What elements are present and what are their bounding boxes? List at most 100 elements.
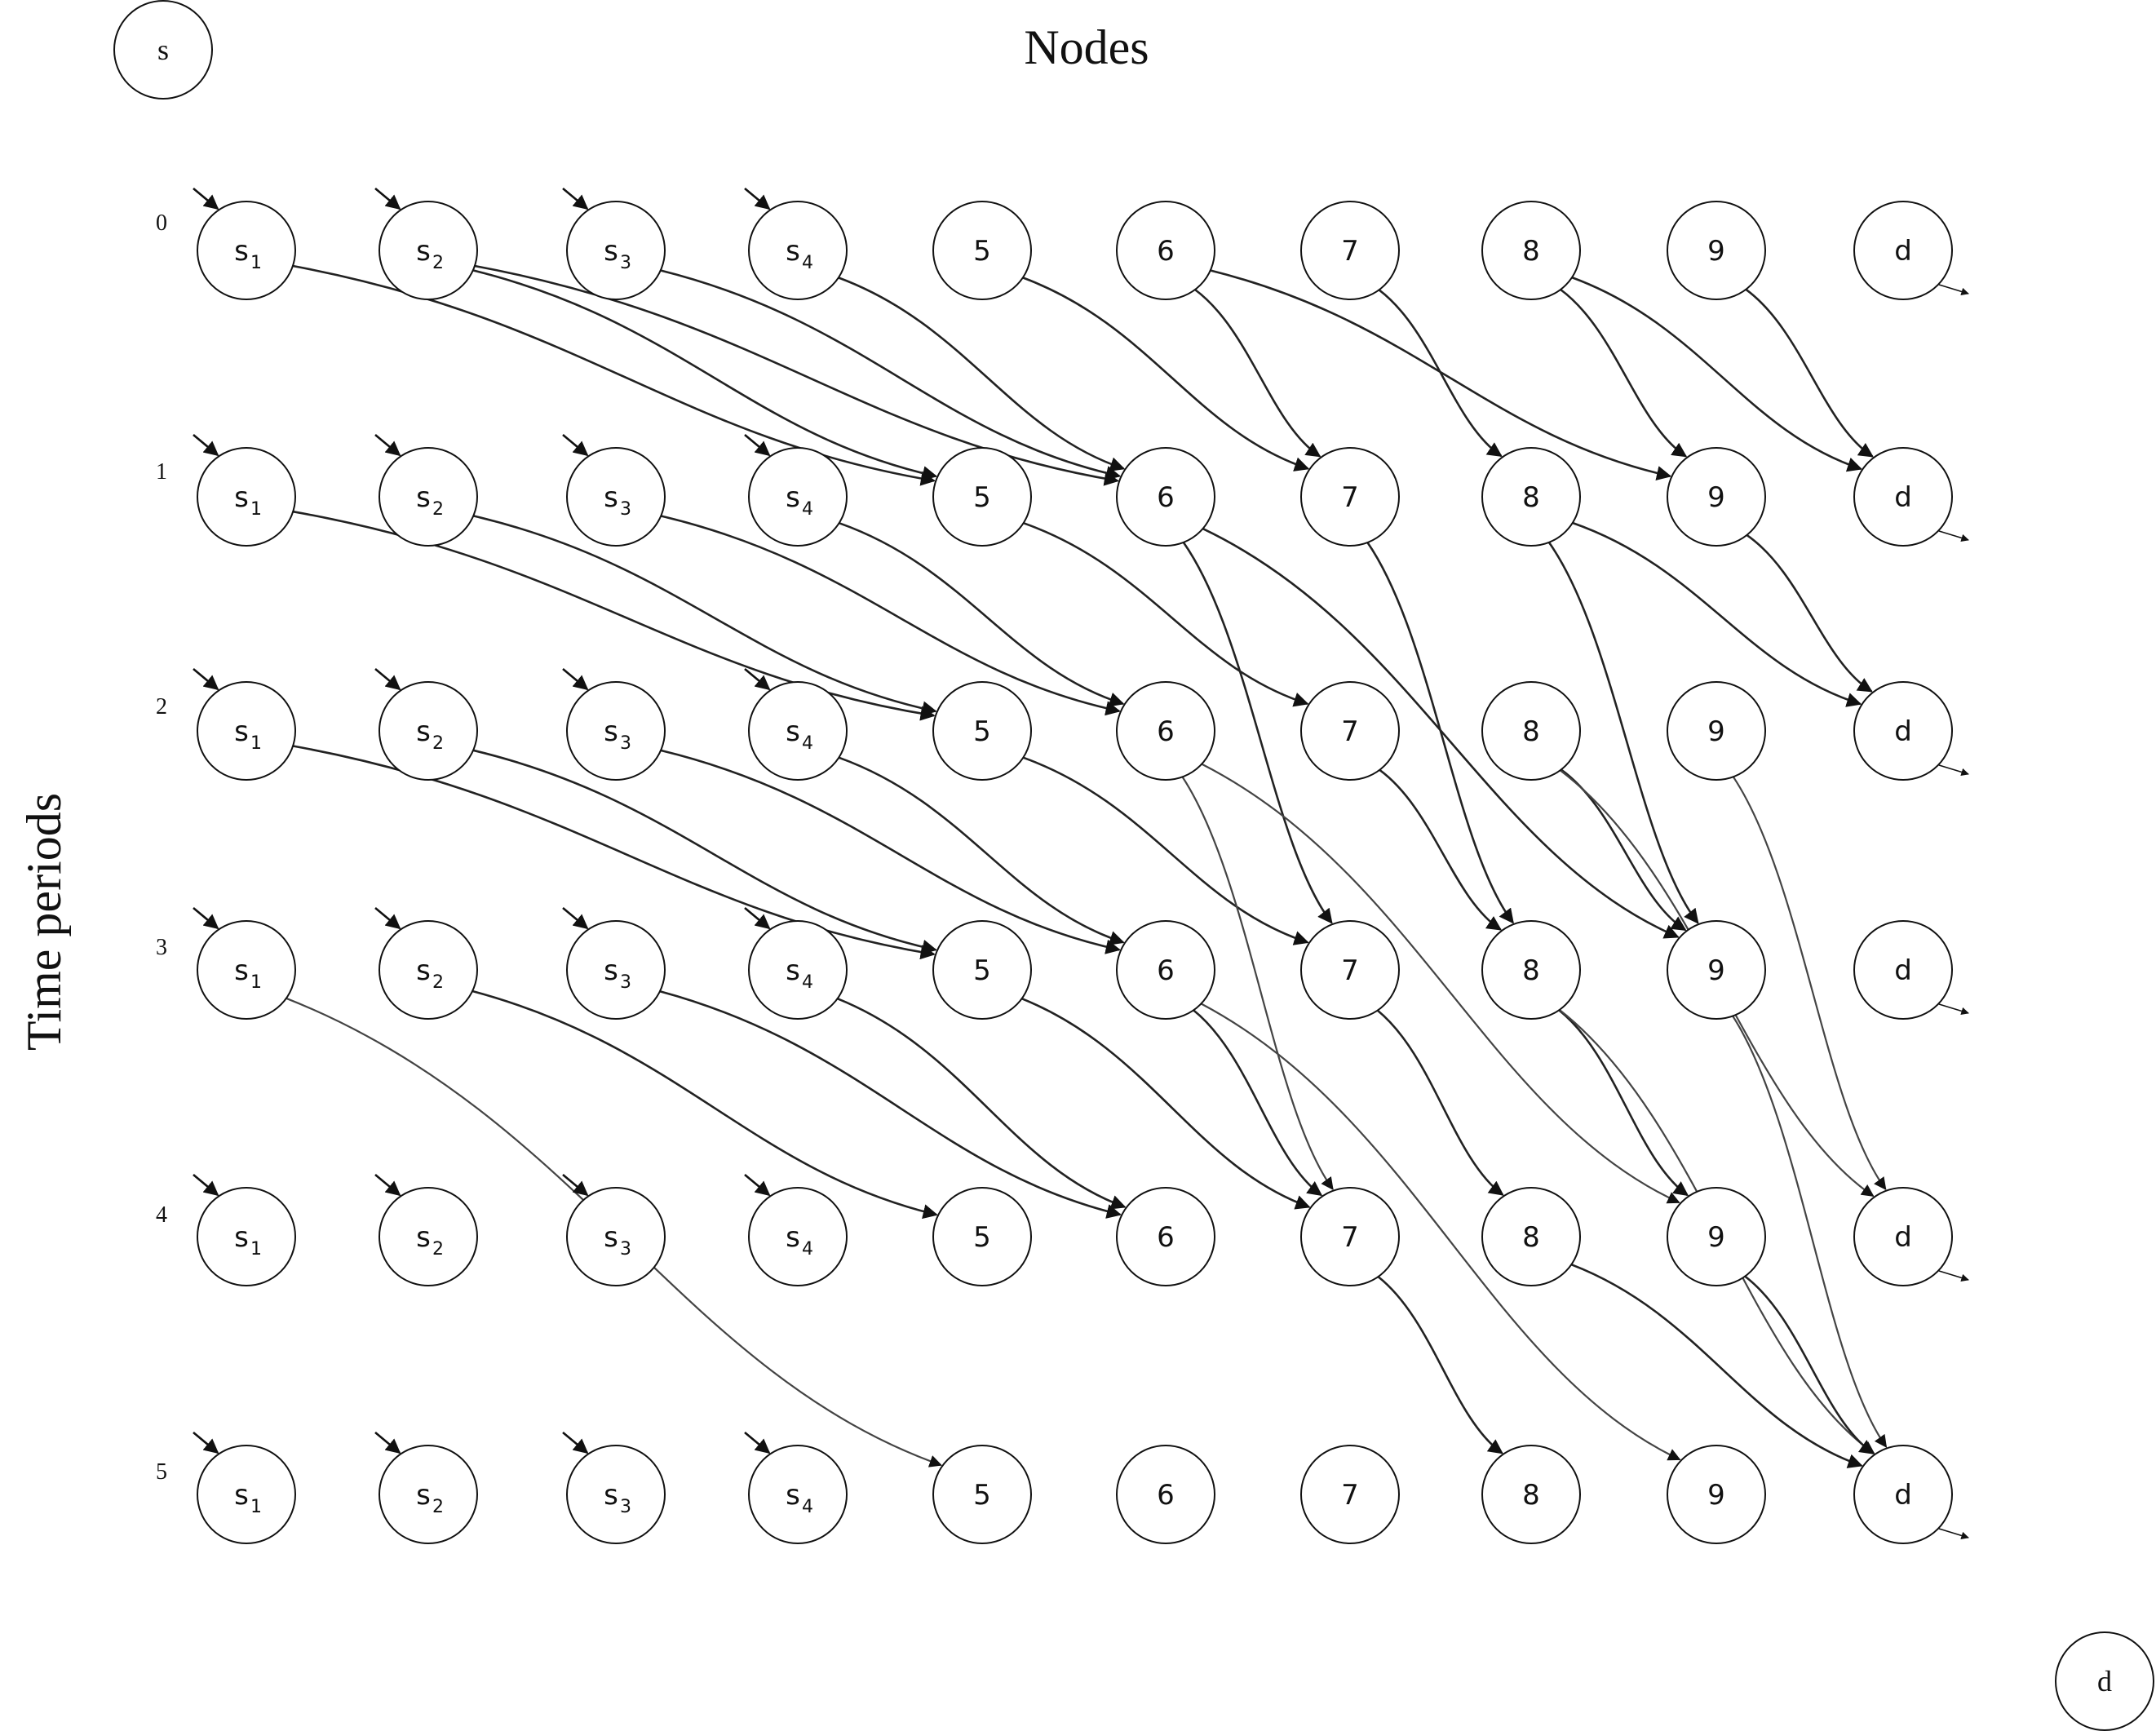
edge-6-t0-to-9-t1: [1210, 269, 1672, 480]
inflow-stub-s4-t5: [744, 1432, 771, 1454]
edge-8-t4-to-d-t5: [1570, 1263, 1863, 1468]
node-label: s: [234, 715, 249, 748]
node-label: s: [234, 1479, 249, 1512]
outflow-stub-d-t0: [1938, 284, 1969, 296]
node-label-subscript: 4: [802, 253, 813, 273]
node-9-t1: 9: [1667, 447, 1766, 547]
node-label: s: [604, 715, 618, 748]
node-label: 7: [1341, 1479, 1359, 1512]
node-label: d: [1894, 235, 1912, 268]
node-label: s: [786, 481, 800, 514]
node-label: d: [1894, 481, 1912, 514]
node-label-subscript: 3: [620, 253, 631, 273]
inflow-stub-s2-t0: [374, 188, 401, 210]
node-label: 5: [973, 1479, 991, 1512]
node-label-subscript: 4: [802, 1239, 813, 1260]
inflow-stub-s1-t0: [193, 188, 219, 210]
edge-s3-t1-to-6-t2: [660, 515, 1121, 716]
edge-5-t1-to-7-t2: [1023, 521, 1309, 707]
node-label: 8: [1522, 954, 1540, 987]
node-label: 7: [1341, 954, 1359, 987]
edge-5-t0-to-7-t1: [1022, 277, 1310, 471]
edge-s2-t0-to-6-t1: [474, 264, 1119, 486]
node-label: s: [416, 1221, 431, 1254]
inflow-stub-s1-t1: [193, 434, 219, 457]
inflow-stub-s2-t2: [374, 668, 401, 691]
inflow-stub-s4-t0: [744, 188, 771, 210]
edge-8-t2-to-9-t3: [1560, 768, 1687, 932]
node-label: 7: [1341, 481, 1359, 514]
node-label-subscript: 3: [620, 1239, 631, 1260]
edge-8-t0-to-d-t1: [1571, 276, 1863, 472]
node-label: 9: [1707, 954, 1725, 987]
edge-8-t0-to-9-t1: [1560, 288, 1688, 458]
edge-6-t1-to-9-t3: [1202, 527, 1680, 939]
outflow-stub-d-t3: [1938, 1003, 1969, 1016]
node-5-t3: 5: [932, 920, 1032, 1020]
node-9-t0: 9: [1667, 201, 1766, 300]
edge-8-t1-to-d-t2: [1572, 521, 1862, 707]
edge-s3-t3-to-6-t4: [659, 989, 1122, 1219]
node-label: s: [604, 235, 618, 268]
node-9-t4: 9: [1667, 1187, 1766, 1286]
inflow-stub-s4-t2: [744, 668, 771, 691]
node-label: 8: [1522, 715, 1540, 748]
edges-layer: [286, 264, 1888, 1468]
node-label: s: [234, 1221, 249, 1254]
node-d-t4: d: [1853, 1187, 1953, 1286]
node-label-subscript: 2: [432, 733, 444, 754]
node-label-subscript: 2: [432, 1239, 444, 1260]
inflow-stub-s4-t1: [744, 434, 771, 457]
node-label-subscript: 3: [620, 1497, 631, 1517]
node-label: 6: [1157, 1221, 1175, 1254]
inflow-stub-s2-t5: [374, 1432, 401, 1454]
node-6-t4: 6: [1116, 1187, 1215, 1286]
edge-8-t1-to-9-t3: [1547, 542, 1699, 924]
node-label: s: [786, 1479, 800, 1512]
node-6-t0: 6: [1116, 201, 1215, 300]
time-period-label: 0: [156, 210, 167, 236]
node-label: 5: [973, 1221, 991, 1254]
super-source-node: s: [113, 0, 213, 100]
node-label: 5: [973, 235, 991, 268]
edge-s4-t0-to-6-t1: [838, 277, 1126, 471]
y-axis-label: Time periods: [17, 793, 71, 1051]
edge-s3-t2-to-6-t3: [660, 749, 1121, 954]
node-9-t2: 9: [1667, 681, 1766, 781]
inflow-stub-s3-t4: [562, 1174, 589, 1197]
edge-6-t1-to-7-t3: [1182, 542, 1333, 924]
edge-6-t3-to-7-t4: [1193, 1009, 1323, 1197]
edge-7-t4-to-8-t5: [1377, 1276, 1503, 1454]
inflow-stub-s3-t0: [562, 188, 589, 210]
node-label: 9: [1707, 235, 1725, 268]
node-7-t2: 7: [1300, 681, 1400, 781]
edge-s2-t2-to-5-t3: [472, 749, 937, 954]
node-label: 6: [1157, 715, 1175, 748]
edge-8-t3-to-9-t4: [1558, 1009, 1689, 1197]
edge-s3-t0-to-6-t1: [660, 269, 1122, 480]
node-label-subscript: 1: [250, 499, 262, 520]
inflow-stub-s4-t3: [744, 907, 771, 930]
edge-7-t2-to-8-t3: [1379, 768, 1503, 931]
node-label: s: [604, 1479, 618, 1512]
node-5-t5: 5: [932, 1445, 1032, 1544]
node-label-subscript: 2: [432, 1497, 444, 1517]
node-label: s: [604, 481, 618, 514]
time-period-label: 1: [156, 459, 167, 485]
edge-6-t2-to-9-t4: [1201, 763, 1680, 1204]
node-label-subscript: 2: [432, 972, 444, 993]
node-8-t2: 8: [1481, 681, 1581, 781]
node-label: d: [1894, 1221, 1912, 1254]
node-5-t4: 5: [932, 1187, 1032, 1286]
node-label: s: [416, 1479, 431, 1512]
node-label: d: [1894, 954, 1912, 987]
